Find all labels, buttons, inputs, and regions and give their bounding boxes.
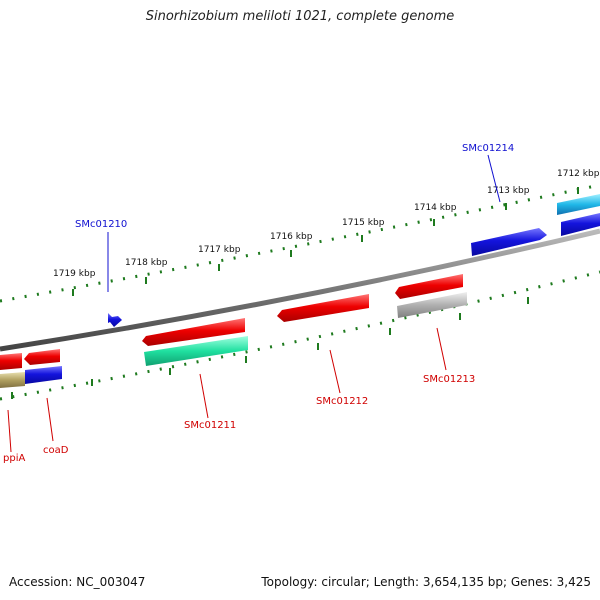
gene-label-coaD[interactable]: coaD [43,445,69,456]
gene-feature-smc01214[interactable] [471,228,547,256]
gene-feature-smc01213-pseudo[interactable] [397,292,467,318]
gene-feature-ppiA[interactable] [0,353,22,370]
ruler-label-1715: 1715 kbp [342,218,385,228]
gene-feature-right-lower[interactable] [561,213,600,236]
gene-label-smc01214[interactable]: SMc01214 [462,143,514,154]
ruler-label-1716: 1716 kbp [270,232,313,242]
gene-label-smc01210[interactable]: SMc01210 [75,219,127,230]
gene-feature-coaD[interactable] [24,349,60,365]
ruler-label-1713: 1713 kbp [487,186,530,196]
accession-text: Accession: NC_003047 [9,575,146,589]
ruler-ticks-upper [0,183,600,303]
gene-feature-ppiA-other[interactable] [0,372,25,388]
ruler-major-ticks [11,187,579,399]
gene-label-smc01213[interactable]: SMc01213 [423,374,475,385]
ruler-labels: 1712 kbp 1713 kbp 1714 kbp 1715 kbp 1716… [53,169,600,279]
label-leaders [7,154,501,453]
ruler-label-1718: 1718 kbp [125,258,168,268]
gene-label-smc01212[interactable]: SMc01212 [316,396,368,407]
gene-label-ppiA[interactable]: ppiA [3,453,25,464]
genome-summary-text: Topology: circular; Length: 3,654,135 bp… [261,575,591,589]
ruler-label-1717: 1717 kbp [198,245,241,255]
gene-feature-smc01213[interactable] [395,274,463,299]
ruler-label-1714: 1714 kbp [414,203,457,213]
gene-feature-smc01211[interactable] [142,318,245,346]
gene-feature-coaD-blue[interactable] [25,366,62,384]
gene-feature-smc01210[interactable] [108,313,122,327]
gene-feature-smc01212[interactable] [277,294,369,322]
gene-feature-smc01211-rna[interactable] [144,336,248,366]
genome-backbone [0,228,600,352]
gene-feature-right-upper[interactable] [557,194,600,215]
genome-title: Sinorhizobium meliloti 1021, complete ge… [145,9,455,24]
gene-labels: SMc01214 SMc01210 SMc01213 SMc01212 SMc0… [3,143,514,464]
ruler-label-1719: 1719 kbp [53,269,96,279]
ruler-label-1712: 1712 kbp [557,169,600,179]
gene-label-smc01211[interactable]: SMc01211 [184,420,236,431]
